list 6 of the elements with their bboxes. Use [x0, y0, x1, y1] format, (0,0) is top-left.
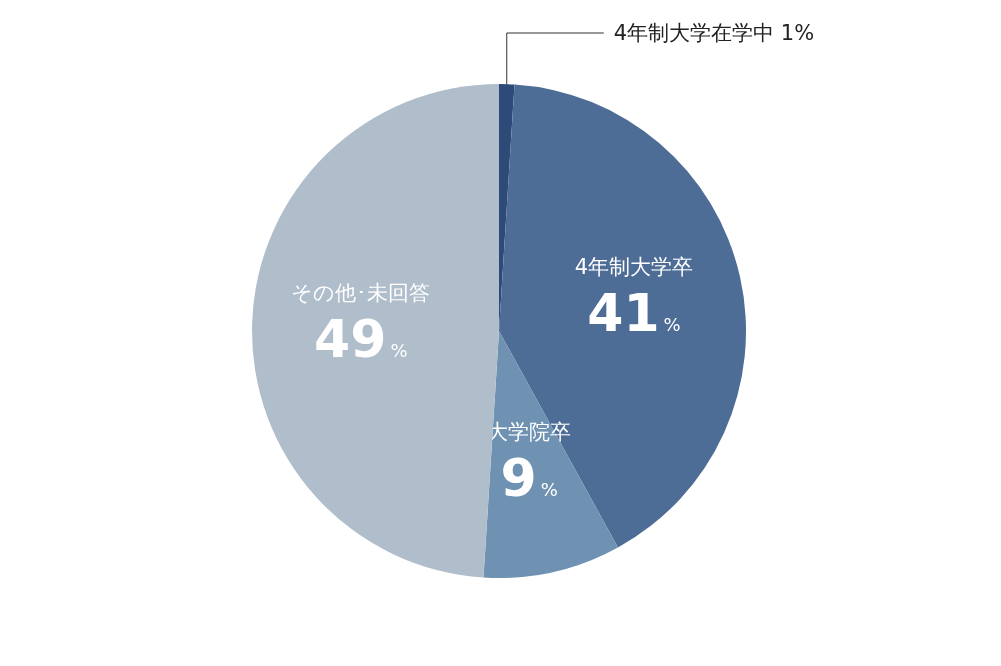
slice-label: その他･未回答	[291, 280, 431, 305]
data-label: 41%	[587, 282, 681, 343]
data-label: 49%	[314, 308, 408, 369]
data-label: 9%	[500, 447, 558, 508]
slice-label: 4年制大学在学中 1%	[613, 21, 815, 45]
slice-label: 4年制大学卒	[574, 254, 694, 279]
